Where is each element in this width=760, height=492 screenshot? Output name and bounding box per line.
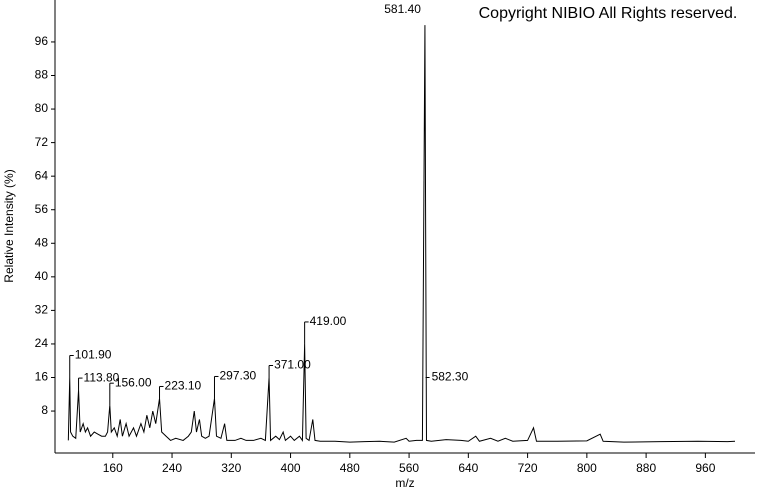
x-tick-label: 240 [162, 461, 182, 475]
y-axis-label: Relative Intensity (%) [2, 169, 16, 282]
y-tick-label: 80 [35, 101, 49, 115]
x-tick-label: 960 [695, 461, 715, 475]
y-tick-label: 64 [35, 168, 49, 182]
y-tick-label: 72 [35, 135, 49, 149]
x-tick-label: 880 [636, 461, 656, 475]
x-tick-label: 320 [221, 461, 241, 475]
y-tick-label: 8 [41, 403, 48, 417]
x-tick-label: 640 [458, 461, 478, 475]
y-tick-label: 32 [35, 303, 49, 317]
peak-label: 113.80 [84, 370, 120, 384]
x-tick-label: 560 [399, 461, 419, 475]
x-tick-label: 720 [518, 461, 538, 475]
peak-label: 371.00 [274, 358, 311, 372]
y-tick-label: 56 [35, 202, 49, 216]
x-tick-label: 800 [577, 461, 597, 475]
y-tick-label: 96 [35, 34, 49, 48]
x-tick-label: 160 [103, 461, 123, 475]
y-tick-label: 24 [35, 336, 49, 350]
copyright-note: Copyright NIBIO All Rights reserved. [479, 5, 738, 22]
peak-label: 297.30 [219, 369, 256, 383]
x-tick-label: 400 [281, 461, 301, 475]
x-axis-label: m/z [395, 476, 414, 490]
peak-label: 156.00 [115, 375, 152, 389]
peak-label: 419.00 [310, 314, 347, 328]
peak-label: 101.90 [75, 348, 112, 362]
y-tick-label: 88 [35, 68, 49, 82]
spectrum-line [67, 25, 736, 443]
y-tick-label: 16 [35, 370, 49, 384]
peak-label: 582.30 [432, 370, 469, 384]
peak-label: 223.10 [165, 379, 202, 393]
y-tick-label: 48 [35, 235, 49, 249]
y-tick-label: 40 [35, 269, 49, 283]
peak-label: 581.40 [384, 2, 421, 16]
x-tick-label: 480 [340, 461, 360, 475]
